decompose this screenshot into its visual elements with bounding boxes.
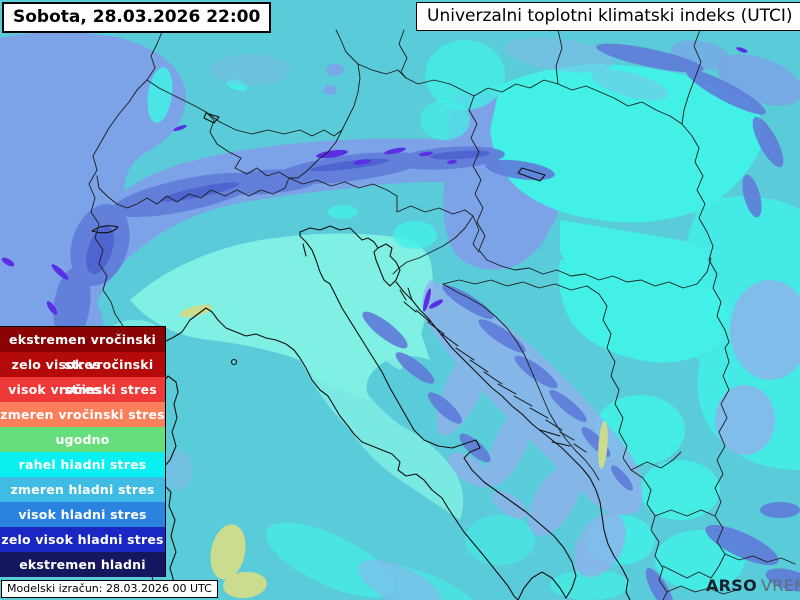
brand-vreme: VREME [761,576,800,595]
map-ridge-regions [53,43,800,600]
map-islands [399,287,587,453]
legend-item-comfortable: ugodno [0,427,165,452]
date-time-label: Sobota, 28.03.2026 22:00 [2,2,272,33]
utci-legend: ekstremen vročinski stres zelo visok vro… [0,326,166,597]
legend-item-very-high-heat: zelo visok vročinski stres [0,352,165,397]
legend-item-high-cold: visok hladni stres [0,502,165,527]
legend-item-high-heat: visok vročinski stres [0,377,165,402]
map-coastlines [91,112,631,600]
brand-watermark: ARSOVREME [706,576,800,595]
legend-item-moderate-heat: zmeren vročinski stres [0,402,165,427]
brand-arso: ARSO [706,576,758,595]
legend-item-moderate-cold: zmeren hladni stres [0,477,165,502]
map-comfort-regions [179,304,608,599]
map-bright-regions [147,40,800,600]
legend-item-extreme-heat: ekstremen vročinski stres [0,327,165,372]
legend-item-very-high-cold: zelo visok hladni stres [0,527,165,552]
model-run-label: Modelski izračun: 28.03.2026 00 UTC [1,580,218,598]
legend-item-slight-cold: rahel hladni stres [0,452,165,477]
map-country-borders [88,29,796,600]
legend-item-extreme-cold: ekstremen hladni stres [0,552,165,597]
map-ridge-dark-accents [86,150,490,275]
map-purple-streaks [1,47,748,315]
page-title: Univerzalni toplotni klimatski indeks (U… [416,2,800,31]
